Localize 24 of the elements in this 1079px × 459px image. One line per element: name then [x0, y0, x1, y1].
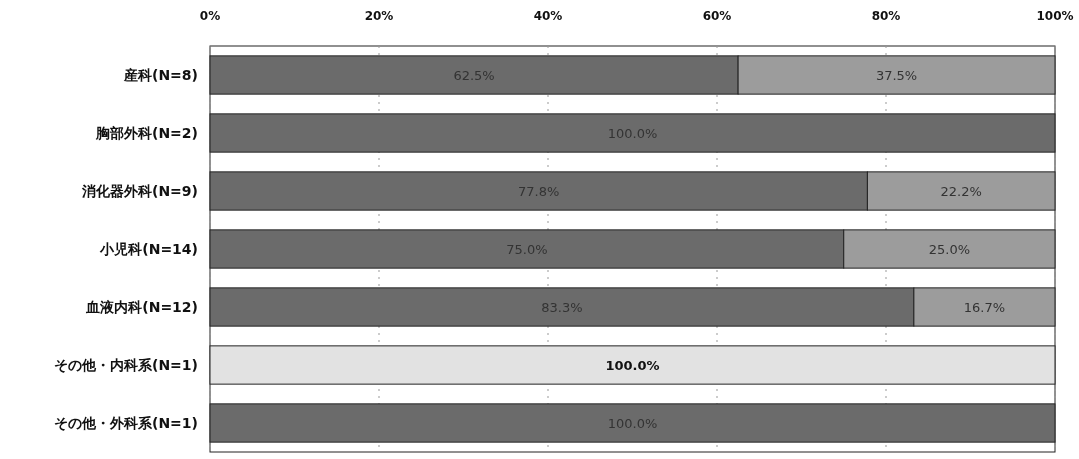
data-label: 62.5% [453, 68, 495, 83]
data-label: 83.3% [541, 300, 583, 315]
data-label: 75.0% [506, 242, 548, 257]
data-label: 77.8% [518, 184, 560, 199]
y-tick-label: 小児科(N=14) [99, 241, 198, 257]
y-tick-label: その他・内科系(N=1) [54, 357, 198, 373]
data-label: 37.5% [875, 68, 918, 83]
y-tick-label: 消化器外科(N=9) [81, 183, 198, 199]
data-label: 16.7% [963, 300, 1006, 315]
data-label: 100.0% [607, 126, 658, 141]
data-label: 22.2% [940, 184, 982, 199]
y-tick-label: 血液内科(N=12) [85, 299, 198, 315]
x-tick-label: 100% [1036, 9, 1074, 23]
x-tick-label: 80% [871, 9, 901, 23]
x-tick-label: 60% [702, 9, 732, 23]
x-tick-label: 20% [364, 9, 394, 23]
data-label: 100.0% [605, 358, 660, 373]
x-tick-label: 0% [199, 9, 221, 23]
y-tick-label: 胸部外科(N=2) [95, 125, 198, 141]
y-tick-label: その他・外科系(N=1) [54, 415, 198, 431]
data-label: 100.0% [607, 416, 658, 431]
y-tick-label: 産科(N=8) [123, 67, 198, 83]
x-tick-label: 40% [533, 9, 563, 23]
data-label: 25.0% [928, 242, 971, 257]
